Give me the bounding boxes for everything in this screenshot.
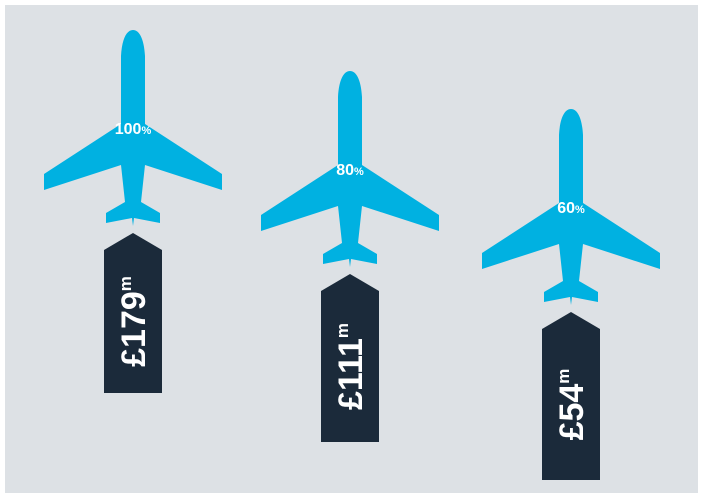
price-tag xyxy=(104,233,162,393)
amount-unit: m xyxy=(333,323,352,338)
percent-unit: % xyxy=(575,204,585,216)
plane-group: 60% £54m xyxy=(482,109,660,480)
amount-value: £111 xyxy=(332,338,370,410)
percent-unit: % xyxy=(354,166,364,178)
percent-value: 100 xyxy=(115,121,142,138)
percent-value: 60 xyxy=(557,200,575,217)
amount-unit: m xyxy=(116,276,135,291)
percent-value: 80 xyxy=(336,162,354,179)
chart-panel: 100% £179m 80% £111m 60% £54m xyxy=(5,5,698,493)
plane-group: 100% £179m xyxy=(44,30,222,393)
amount-unit: m xyxy=(554,369,573,384)
amount-value: £54 xyxy=(553,384,591,441)
percent-label: 100% xyxy=(115,121,152,138)
price-tag xyxy=(321,274,379,442)
amount-value: £179 xyxy=(115,291,153,367)
amount-label: £54m xyxy=(553,369,591,441)
percent-label: 60% xyxy=(557,200,585,217)
plane-group: 80% £111m xyxy=(261,71,439,442)
amount-label: £179m xyxy=(115,276,153,367)
percent-unit: % xyxy=(141,125,151,137)
percent-label: 80% xyxy=(336,162,364,179)
amount-label: £111m xyxy=(332,323,370,410)
price-tag xyxy=(542,312,600,480)
